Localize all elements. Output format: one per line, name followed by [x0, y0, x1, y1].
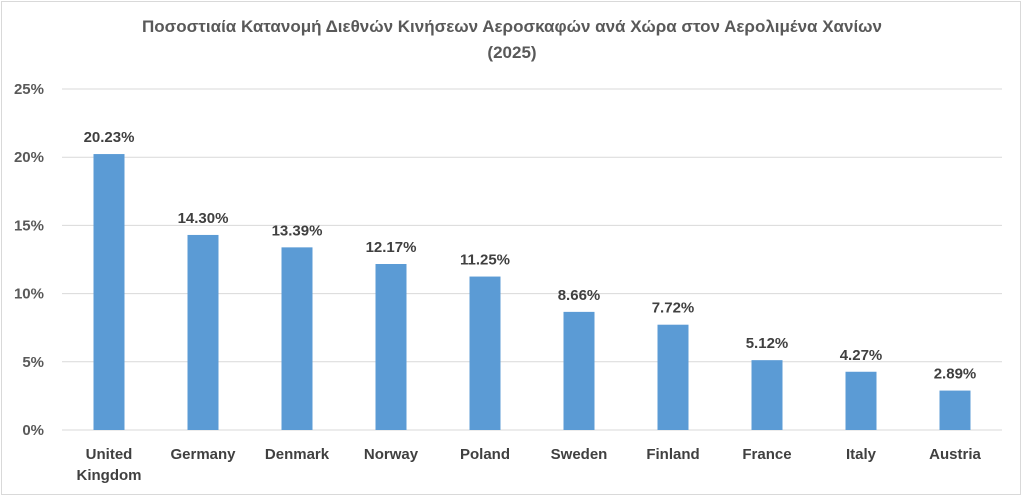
x-tick-label: Italy — [846, 446, 877, 463]
data-label: 5.12% — [746, 335, 789, 352]
x-tick-label: Kingdom — [77, 467, 142, 484]
y-tick-label: 15% — [14, 217, 44, 234]
x-tick-label: Poland — [460, 446, 510, 463]
x-tick-label: Finland — [646, 446, 699, 463]
y-tick-label: 5% — [22, 354, 44, 371]
y-tick-label: 25% — [14, 81, 44, 98]
bar — [93, 154, 125, 430]
data-label: 4.27% — [840, 347, 883, 364]
bar — [845, 371, 877, 430]
bar — [469, 276, 501, 430]
x-tick-label: Sweden — [551, 446, 608, 463]
x-tick-label: Austria — [929, 446, 981, 463]
data-label: 8.66% — [558, 287, 601, 304]
y-tick-label: 20% — [14, 149, 44, 166]
bar — [939, 390, 971, 430]
data-label: 13.39% — [272, 222, 323, 239]
x-tick-label: Germany — [170, 446, 236, 463]
data-label: 7.72% — [652, 300, 695, 317]
x-tick-label: Norway — [364, 446, 419, 463]
y-tick-label: 0% — [22, 422, 44, 439]
x-tick-label: Denmark — [265, 446, 330, 463]
bar — [187, 234, 219, 430]
data-label: 11.25% — [460, 252, 510, 269]
bar — [751, 360, 783, 430]
bar — [563, 311, 595, 430]
chart-title: Ποσοστιαία Κατανομή Διεθνών Κινήσεων Αερ… — [0, 14, 1024, 66]
data-label: 12.17% — [366, 239, 417, 256]
x-tick-label: France — [742, 446, 791, 463]
data-label: 20.23% — [84, 129, 135, 146]
bar — [657, 324, 689, 430]
bar — [281, 247, 313, 430]
y-tick-label: 10% — [14, 286, 44, 303]
data-label: 2.89% — [934, 366, 977, 383]
data-label: 14.30% — [178, 210, 229, 227]
bar — [375, 264, 407, 430]
chart-title-line-2: (2025) — [487, 43, 537, 62]
x-tick-label: United — [86, 446, 133, 463]
chart-title-line-1: Ποσοστιαία Κατανομή Διεθνών Κινήσεων Αερ… — [142, 17, 882, 36]
